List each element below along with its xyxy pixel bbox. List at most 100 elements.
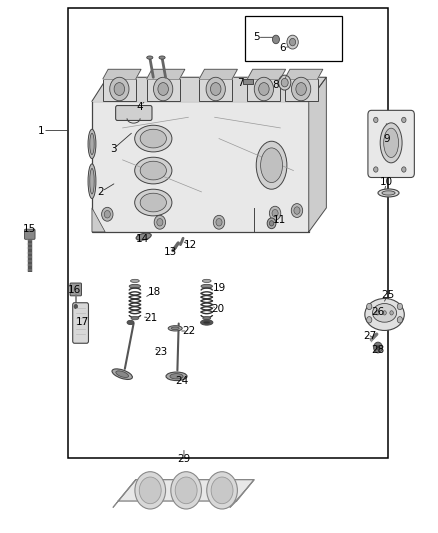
Circle shape: [139, 477, 161, 504]
Polygon shape: [247, 69, 286, 79]
Text: 19: 19: [212, 284, 226, 293]
Polygon shape: [147, 69, 185, 79]
Ellipse shape: [88, 130, 96, 159]
Circle shape: [383, 311, 386, 315]
Bar: [243, 79, 253, 84]
Circle shape: [135, 472, 166, 509]
Circle shape: [291, 77, 311, 101]
Bar: [245, 16, 342, 61]
Text: 10: 10: [380, 177, 393, 187]
Text: 3: 3: [110, 144, 117, 154]
Ellipse shape: [90, 133, 94, 155]
Polygon shape: [285, 69, 323, 79]
Ellipse shape: [129, 285, 141, 288]
Text: 23: 23: [155, 347, 168, 357]
Circle shape: [367, 317, 372, 323]
Circle shape: [104, 211, 110, 218]
Circle shape: [272, 209, 278, 217]
Ellipse shape: [170, 374, 183, 379]
Text: 15: 15: [23, 224, 36, 234]
Ellipse shape: [159, 56, 165, 59]
Ellipse shape: [171, 327, 179, 329]
Ellipse shape: [134, 189, 172, 216]
Text: 5: 5: [253, 33, 260, 42]
FancyBboxPatch shape: [285, 79, 318, 101]
Ellipse shape: [136, 233, 151, 240]
Ellipse shape: [134, 157, 172, 184]
Circle shape: [258, 83, 269, 95]
Circle shape: [290, 38, 296, 46]
FancyBboxPatch shape: [116, 106, 152, 120]
Text: 11: 11: [273, 215, 286, 225]
Ellipse shape: [90, 168, 94, 194]
Circle shape: [374, 117, 378, 123]
Text: 12: 12: [184, 240, 197, 250]
Circle shape: [171, 472, 201, 509]
Ellipse shape: [140, 193, 166, 212]
Circle shape: [175, 477, 197, 504]
FancyBboxPatch shape: [199, 79, 232, 101]
Polygon shape: [92, 77, 326, 101]
Circle shape: [374, 167, 378, 172]
Circle shape: [102, 207, 113, 221]
Ellipse shape: [261, 148, 283, 182]
Circle shape: [216, 219, 222, 226]
Bar: [68, 8, 388, 458]
FancyBboxPatch shape: [92, 101, 309, 232]
Text: 24: 24: [175, 376, 188, 386]
FancyBboxPatch shape: [368, 110, 414, 177]
Text: 17: 17: [76, 318, 89, 327]
Text: 27: 27: [364, 331, 377, 341]
Ellipse shape: [131, 317, 139, 320]
Circle shape: [390, 311, 393, 315]
Circle shape: [114, 83, 124, 95]
Circle shape: [376, 311, 379, 315]
Circle shape: [269, 206, 281, 220]
Circle shape: [287, 35, 298, 49]
Ellipse shape: [116, 371, 129, 377]
Circle shape: [376, 345, 380, 350]
Ellipse shape: [382, 191, 395, 195]
Ellipse shape: [203, 321, 210, 324]
Ellipse shape: [378, 189, 399, 197]
Polygon shape: [199, 69, 237, 79]
Circle shape: [158, 83, 168, 95]
Circle shape: [154, 215, 166, 229]
Circle shape: [397, 303, 403, 310]
Text: 1: 1: [38, 126, 45, 135]
FancyBboxPatch shape: [70, 283, 81, 296]
Ellipse shape: [140, 161, 166, 180]
Text: 4: 4: [137, 102, 144, 111]
Ellipse shape: [88, 164, 96, 198]
Circle shape: [402, 167, 406, 172]
Ellipse shape: [147, 56, 153, 59]
Text: 7: 7: [237, 78, 244, 87]
Circle shape: [374, 342, 382, 353]
Ellipse shape: [372, 304, 397, 322]
Circle shape: [279, 75, 291, 90]
Text: 16: 16: [68, 285, 81, 295]
Ellipse shape: [201, 320, 213, 325]
Text: 18: 18: [148, 287, 161, 296]
Circle shape: [210, 83, 221, 95]
Text: 9: 9: [383, 134, 390, 143]
Ellipse shape: [203, 317, 211, 320]
Ellipse shape: [202, 279, 211, 282]
Circle shape: [254, 77, 273, 101]
Polygon shape: [230, 480, 254, 507]
Text: 26: 26: [371, 307, 385, 317]
Ellipse shape: [201, 285, 212, 288]
Polygon shape: [309, 77, 326, 232]
Circle shape: [153, 77, 173, 101]
Ellipse shape: [166, 372, 187, 381]
Polygon shape: [113, 480, 136, 507]
Ellipse shape: [127, 320, 134, 325]
FancyBboxPatch shape: [247, 79, 280, 101]
Circle shape: [291, 204, 303, 217]
Circle shape: [272, 35, 279, 44]
Circle shape: [367, 303, 372, 310]
Ellipse shape: [384, 128, 399, 158]
Text: 28: 28: [371, 345, 385, 355]
Ellipse shape: [365, 298, 404, 330]
Text: 20: 20: [212, 304, 225, 314]
